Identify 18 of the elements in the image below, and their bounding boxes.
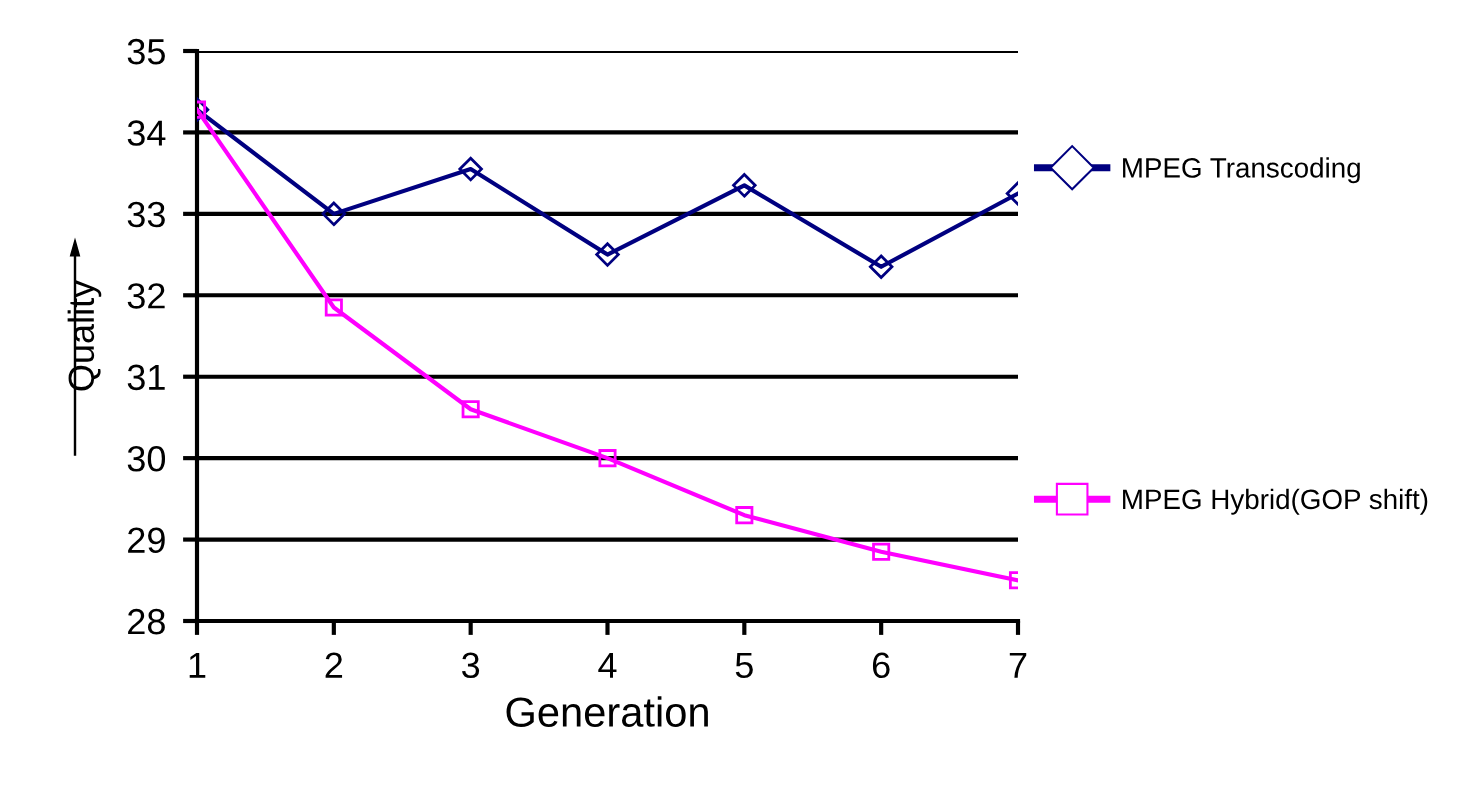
- y-tick-label: 35: [127, 38, 165, 65]
- legend-label: MPEG Hybrid(GOP shift): [1123, 488, 1428, 515]
- y-tick-label: 30: [127, 446, 166, 472]
- x-tick-label: 4: [598, 652, 617, 678]
- y-tick-label: 28: [128, 608, 165, 635]
- y-tick-label: 33: [127, 201, 165, 228]
- x-tick-label: 6: [872, 652, 890, 679]
- y-tick-label: 34: [127, 120, 166, 146]
- x-axis-title: Generation: [506, 696, 708, 727]
- y-tick-label: 31: [127, 364, 165, 391]
- x-tick-label: 7: [1009, 652, 1027, 678]
- y-tick-label: 29: [128, 527, 165, 554]
- x-tick-label: 3: [462, 652, 480, 679]
- x-tick-label: 2: [325, 652, 343, 678]
- y-tick-label: 32: [127, 283, 165, 309]
- x-tick-label: 1: [189, 652, 206, 678]
- legend-label: MPEG Transcoding: [1123, 157, 1360, 184]
- x-tick-label: 5: [735, 652, 753, 679]
